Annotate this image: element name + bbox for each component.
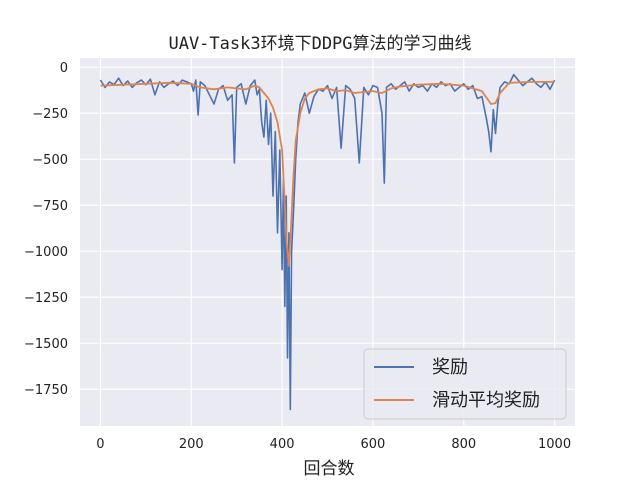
chart-title: UAV-Task3环境下DDPG算法的学习曲线: [168, 34, 471, 54]
y-tick-label: −750: [32, 199, 68, 214]
x-tick-label: 600: [360, 437, 385, 452]
y-tick-label: −250: [32, 107, 68, 122]
x-tick-label: 800: [451, 437, 476, 452]
y-tick-label: −1000: [24, 245, 68, 260]
x-axis-label: 回合数: [304, 459, 355, 479]
x-tick-label: 200: [179, 437, 204, 452]
y-tick-label: −1750: [24, 383, 68, 398]
tick-labels: 0 200 400 600 800 1000 0 −250 −500 −750 −1000 −1250…: [24, 61, 571, 452]
y-tick-label: 0: [60, 61, 68, 76]
legend: 奖励 滑动平均奖励: [363, 348, 567, 420]
y-tick-label: −1500: [24, 337, 68, 352]
legend-box: [363, 348, 567, 420]
series-layer: [99, 73, 556, 411]
x-tick-label: 0: [96, 437, 104, 452]
x-tick-label: 1000: [538, 437, 571, 452]
y-tick-label: −1250: [24, 291, 68, 306]
moving-average-series-line: [100, 81, 555, 267]
legend-label-moving-average: 滑动平均奖励: [432, 390, 540, 411]
legend-label-reward: 奖励: [432, 357, 468, 378]
x-tick-label: 400: [270, 437, 295, 452]
y-tick-label: −500: [32, 153, 68, 168]
